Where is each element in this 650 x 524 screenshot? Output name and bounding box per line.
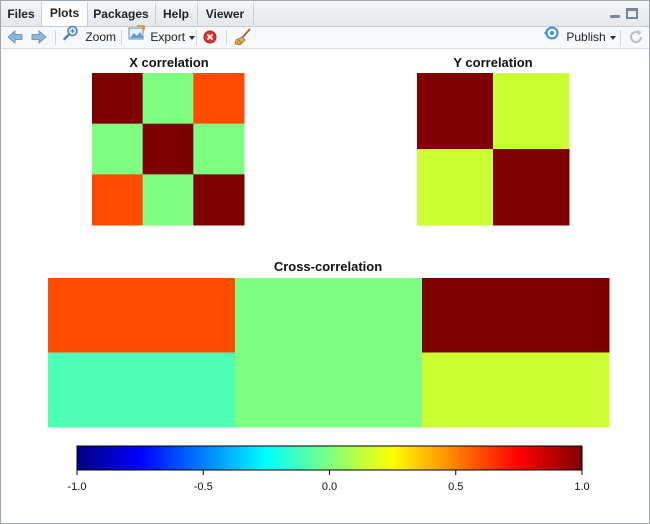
- colorbar-tick-label: 0.0: [322, 481, 337, 493]
- publish-label: Publish: [566, 30, 606, 44]
- heatmap-cell: [193, 123, 245, 175]
- zoom-button[interactable]: Zoom: [63, 25, 117, 48]
- plot-canvas: X correlation Y correlation Cross-correl…: [48, 55, 610, 493]
- x-correlation-heatmap: [92, 73, 245, 226]
- colorbar-tick-label: 0.5: [448, 481, 463, 493]
- publish-dropdown-icon: [609, 35, 616, 40]
- tab-help[interactable]: Help: [155, 3, 198, 25]
- heatmap-cell: [193, 73, 245, 125]
- colorbar-tick-label: -1.0: [68, 481, 87, 493]
- tab-viewer[interactable]: Viewer: [197, 3, 254, 25]
- heatmap-cell: [235, 278, 423, 353]
- heatmap-cell: [235, 352, 423, 428]
- zoom-icon: [63, 25, 79, 48]
- colorbar-gradient: [76, 445, 583, 471]
- y-correlation-heatmap: [417, 73, 570, 226]
- heatmap-cell: [417, 149, 494, 226]
- heatmap-cell: [142, 73, 194, 125]
- forward-arrow-icon[interactable]: [31, 30, 47, 51]
- zoom-label: Zoom: [85, 30, 117, 44]
- tab-bar: Files Plots Packages Help Viewer: [1, 1, 649, 27]
- heatmap-cell: [92, 73, 144, 125]
- heatmap-cell: [92, 174, 144, 226]
- colorbar: -1.0 -0.5 0.0 0.5 1.0: [68, 445, 590, 493]
- toolbar-separator: [121, 30, 122, 45]
- tab-packages[interactable]: Packages: [87, 3, 156, 25]
- toolbar-separator: [55, 30, 56, 45]
- heatmap-cell: [422, 278, 610, 353]
- heatmap-cell: [417, 73, 494, 150]
- maximize-pane-icon[interactable]: [626, 8, 638, 19]
- heatmap-cell: [142, 174, 194, 226]
- tab-files[interactable]: Files: [1, 3, 42, 25]
- publish-button[interactable]: Publish: [543, 26, 616, 48]
- export-label: Export: [150, 30, 186, 44]
- cross-correlation-title: Cross-correlation: [274, 259, 382, 274]
- publish-icon: [543, 26, 561, 47]
- refresh-icon[interactable]: [628, 29, 644, 50]
- heatmap-cell: [493, 73, 570, 150]
- toolbar-separator: [620, 30, 621, 45]
- heatmap-cell: [48, 352, 236, 428]
- heatmap-cell: [193, 174, 245, 226]
- heatmap-cell: [422, 352, 610, 428]
- heatmap-cell: [493, 149, 570, 226]
- y-correlation-title: Y correlation: [453, 55, 532, 70]
- toolbar-separator: [226, 30, 227, 45]
- tab-plots[interactable]: Plots: [41, 2, 88, 26]
- back-arrow-icon[interactable]: [7, 30, 23, 51]
- heatmap-cell: [48, 278, 236, 353]
- plots-toolbar: Zoom Export Publish: [1, 25, 649, 51]
- toolbar-separator: [196, 30, 197, 45]
- colorbar-tick-label: 1.0: [574, 481, 589, 493]
- remove-plot-icon[interactable]: [203, 30, 217, 51]
- x-correlation-title: X correlation: [129, 55, 209, 70]
- cross-correlation-heatmap: [48, 278, 610, 428]
- minimize-pane-icon[interactable]: [609, 8, 621, 19]
- export-icon: [128, 25, 145, 48]
- heatmap-cell: [92, 123, 144, 175]
- export-dropdown-icon: [189, 35, 196, 40]
- clear-all-broom-icon[interactable]: [234, 28, 252, 49]
- colorbar-tick-label: -0.5: [194, 481, 213, 493]
- export-menu-button[interactable]: Export: [128, 25, 196, 48]
- heatmap-cell: [142, 123, 194, 175]
